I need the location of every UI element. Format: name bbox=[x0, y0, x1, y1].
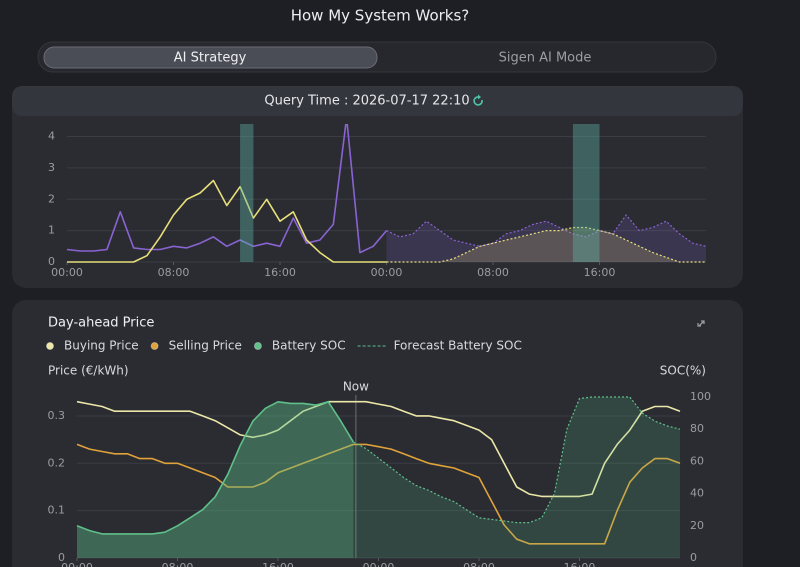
legend-marker bbox=[150, 342, 159, 350]
legend-label: Selling Price bbox=[169, 339, 242, 353]
legend-label: Buying Price bbox=[64, 339, 139, 353]
tab-active[interactable] bbox=[43, 46, 378, 69]
y2-tick-label: 40 bbox=[690, 487, 704, 500]
legend: Buying Price Selling Price Battery SOC Fore… bbox=[46, 339, 522, 353]
tab[interactable]: AI Strategy bbox=[174, 51, 247, 66]
series-line bbox=[76, 401, 355, 535]
x-tick-label: 16:00 bbox=[262, 561, 294, 567]
y-tick-label: 0 bbox=[48, 255, 55, 268]
series-area bbox=[240, 124, 254, 262]
annotation: Now bbox=[343, 380, 369, 394]
refresh-icon[interactable] bbox=[473, 94, 483, 106]
series-line bbox=[386, 226, 706, 263]
x-tick-label: 08:00 bbox=[477, 266, 509, 279]
y-tick-label: 0.2 bbox=[48, 456, 66, 469]
legend-label: Forecast Battery SOC bbox=[394, 339, 522, 353]
y2-tick-label: 0 bbox=[690, 551, 697, 564]
x-tick-label: 00:00 bbox=[51, 266, 83, 279]
y2-tick-label: 100 bbox=[690, 390, 711, 403]
x-tick-label: 00:00 bbox=[363, 561, 395, 567]
x-tick-label: 16:00 bbox=[264, 266, 296, 279]
x-tick-label: 08:00 bbox=[463, 561, 495, 567]
y-tick-label: 4 bbox=[48, 130, 55, 143]
legend-marker bbox=[46, 342, 54, 350]
y-tick-label: 3 bbox=[48, 161, 55, 174]
query-time: Query Time : 2026-07-17 22:10 bbox=[264, 94, 469, 109]
y-tick-label: 0.1 bbox=[48, 504, 66, 517]
series-line bbox=[353, 396, 681, 524]
chart-title: Day-ahead Price bbox=[48, 316, 154, 331]
panel bbox=[12, 300, 743, 567]
series-area bbox=[386, 215, 706, 262]
x-tick-label: 08:00 bbox=[162, 561, 194, 567]
tab[interactable]: Sigen AI Mode bbox=[499, 51, 592, 66]
series-line bbox=[76, 400, 681, 498]
y2-tick-label: 80 bbox=[690, 422, 704, 435]
y2-tick-label: 20 bbox=[690, 519, 704, 532]
y-axis-label: Price (€/kWh) bbox=[48, 364, 129, 378]
query-bar bbox=[12, 86, 743, 116]
legend-label: Battery SOC bbox=[272, 339, 346, 353]
x-tick-label: 16:00 bbox=[564, 561, 596, 567]
x-tick-label: 08:00 bbox=[158, 266, 190, 279]
y-tick-label: 1 bbox=[48, 224, 55, 237]
expand-icon[interactable] bbox=[697, 320, 705, 327]
x-tick-label: 00:00 bbox=[61, 561, 93, 567]
legend-marker bbox=[253, 342, 262, 350]
y2-tick-label: 60 bbox=[690, 454, 704, 467]
chart: 0 1 2 3 4 00:00 08:00 16:00 00:00 08:00 16:00 bbox=[48, 124, 707, 279]
series-area bbox=[572, 124, 600, 262]
panel bbox=[12, 96, 743, 288]
series-line bbox=[67, 179, 387, 263]
x-tick-label: 00:00 bbox=[371, 266, 403, 279]
series-area bbox=[386, 227, 706, 262]
y2-axis-label: SOC(%) bbox=[660, 364, 706, 378]
series-line bbox=[76, 443, 681, 545]
x-tick-label: 16:00 bbox=[584, 266, 616, 279]
page-title: How My System Works? bbox=[291, 7, 470, 25]
y-tick-label: 0.3 bbox=[48, 409, 66, 422]
y-tick-label: 2 bbox=[48, 192, 55, 205]
series-line bbox=[66, 124, 388, 254]
series-area bbox=[77, 401, 354, 558]
chart: 0 0.1 0.2 0.3 0 20 40 60 80 100 00:00 08:00 16:00 00:… bbox=[48, 380, 712, 567]
series-area bbox=[353, 397, 680, 558]
y-tick-label: 0 bbox=[58, 551, 65, 564]
